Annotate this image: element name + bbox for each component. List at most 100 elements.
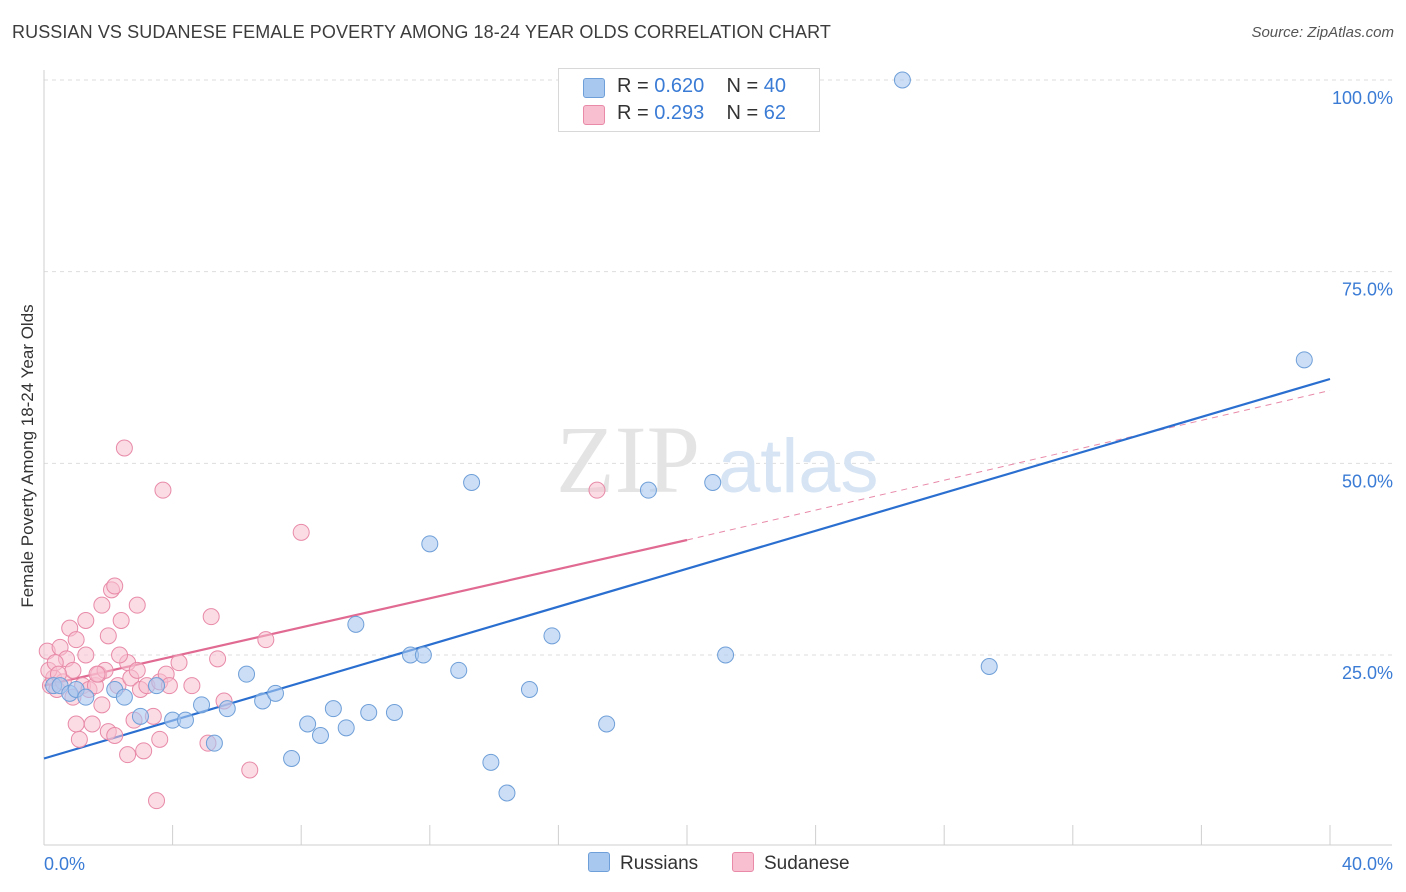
russians-point [450, 661, 468, 679]
russians-point [463, 474, 481, 491]
sudanese-point [112, 612, 130, 629]
sudanese-point [70, 730, 88, 748]
russians-point [385, 704, 403, 721]
russians-point [893, 71, 911, 89]
sudanese-point [106, 577, 124, 595]
sudanese-point [183, 677, 201, 695]
russians-point [717, 646, 735, 664]
sudanese-point [292, 523, 310, 541]
russians-point [482, 753, 500, 771]
sudanese-point [135, 742, 153, 760]
russians-point [337, 719, 355, 737]
russians-swatch [583, 78, 605, 98]
russians-legend-label: Russians [620, 853, 699, 874]
russians-points [45, 71, 1313, 802]
sudanese-point [154, 481, 172, 499]
russians-point [311, 727, 329, 744]
chart-title: RUSSIAN VS SUDANESE FEMALE POVERTY AMONG… [12, 22, 831, 42]
sudanese-point [64, 661, 82, 679]
russians-point [131, 707, 149, 725]
y-tick-label: 100.0% [1332, 88, 1393, 108]
russians-point [324, 700, 342, 718]
russians-point [77, 688, 95, 706]
x-tick-label-max: 40.0% [1342, 854, 1393, 874]
russians-point [520, 681, 538, 698]
legend-n-value: 62 [763, 102, 787, 124]
sudanese-point [151, 730, 169, 748]
russians-point [115, 688, 133, 706]
sudanese-point [128, 596, 146, 614]
russians-point [704, 474, 722, 491]
sudanese-point [77, 612, 95, 629]
russians-point [1295, 351, 1313, 369]
legend-n-label: N = [726, 75, 759, 97]
sudanese-point [119, 746, 137, 764]
russians-point [639, 481, 657, 499]
russians-point [148, 677, 166, 695]
sudanese-swatch [583, 105, 605, 125]
sudanese-point [67, 631, 85, 649]
sudanese-legend-swatch [732, 852, 754, 872]
source-credit: Source: ZipAtlas.com [1251, 24, 1394, 41]
sudanese-point [115, 439, 133, 457]
legend-r-label: R = [617, 75, 649, 97]
sudanese-point [209, 650, 227, 668]
sudanese-point [588, 481, 606, 499]
legend-n-label: N = [726, 102, 759, 124]
x-tick-label-min: 0.0% [44, 854, 85, 874]
sudanese-point [111, 646, 129, 664]
sudanese-point [93, 596, 111, 614]
russians-point [283, 750, 301, 767]
y-axis-label: Female Poverty Among 18-24 Year Olds [18, 304, 37, 608]
sudanese-point [128, 661, 146, 679]
sudanese-trend-line [43, 538, 688, 687]
russians-point [414, 646, 432, 664]
russians-point [254, 692, 272, 710]
sudanese-legend-label: Sudanese [764, 853, 850, 874]
legend-r-value: 0.620 [654, 75, 705, 97]
sudanese-point [257, 631, 275, 649]
sudanese-point [202, 608, 220, 626]
sudanese-point [93, 696, 111, 714]
russians-point [238, 665, 256, 683]
legend-r-label: R = [617, 102, 649, 124]
sudanese-point [241, 761, 259, 779]
watermark-zip: ZIP [556, 406, 700, 513]
y-tick-label: 50.0% [1342, 471, 1393, 491]
russians-point [980, 658, 998, 675]
sudanese-points [38, 439, 606, 810]
russians-legend-swatch [588, 852, 610, 872]
russians-point [218, 700, 236, 718]
russians-point [360, 704, 378, 721]
sudanese-point [67, 715, 85, 733]
sudanese-point [88, 665, 106, 683]
sudanese-point [99, 627, 117, 645]
tick-labels: 25.0% 50.0% 75.0% 100.0% 0.0% 40.0% [44, 88, 1393, 874]
sudanese-point [148, 792, 166, 810]
russians-point [193, 696, 211, 714]
russians-point [598, 715, 616, 733]
russians-point [498, 784, 516, 802]
watermark-atlas: atlas [718, 424, 879, 509]
y-tick-label: 25.0% [1342, 663, 1393, 683]
axes [43, 70, 1392, 846]
russians-point [347, 615, 365, 633]
sudanese-point [83, 715, 101, 733]
legend-r-value: 0.293 [654, 102, 705, 124]
sudanese-point [170, 654, 188, 672]
y-tick-label: 75.0% [1342, 280, 1393, 300]
sudanese-trend-extension [686, 390, 1331, 541]
russians-point [421, 535, 439, 553]
legend-item-russians[interactable]: Russians [588, 852, 698, 875]
legend-item-sudanese[interactable]: Sudanese [732, 852, 850, 875]
watermark: ZIP atlas [556, 406, 879, 513]
legend-n-value: 40 [763, 75, 787, 97]
russians-point [266, 684, 284, 702]
gridlines [44, 79, 1392, 656]
russians-point [299, 715, 317, 733]
stats-legend: R = 0.620 N = 40 R = 0.293 N = 62 [558, 68, 820, 132]
sudanese-point [106, 727, 124, 744]
russians-point [543, 627, 561, 645]
russians-point [176, 711, 194, 729]
